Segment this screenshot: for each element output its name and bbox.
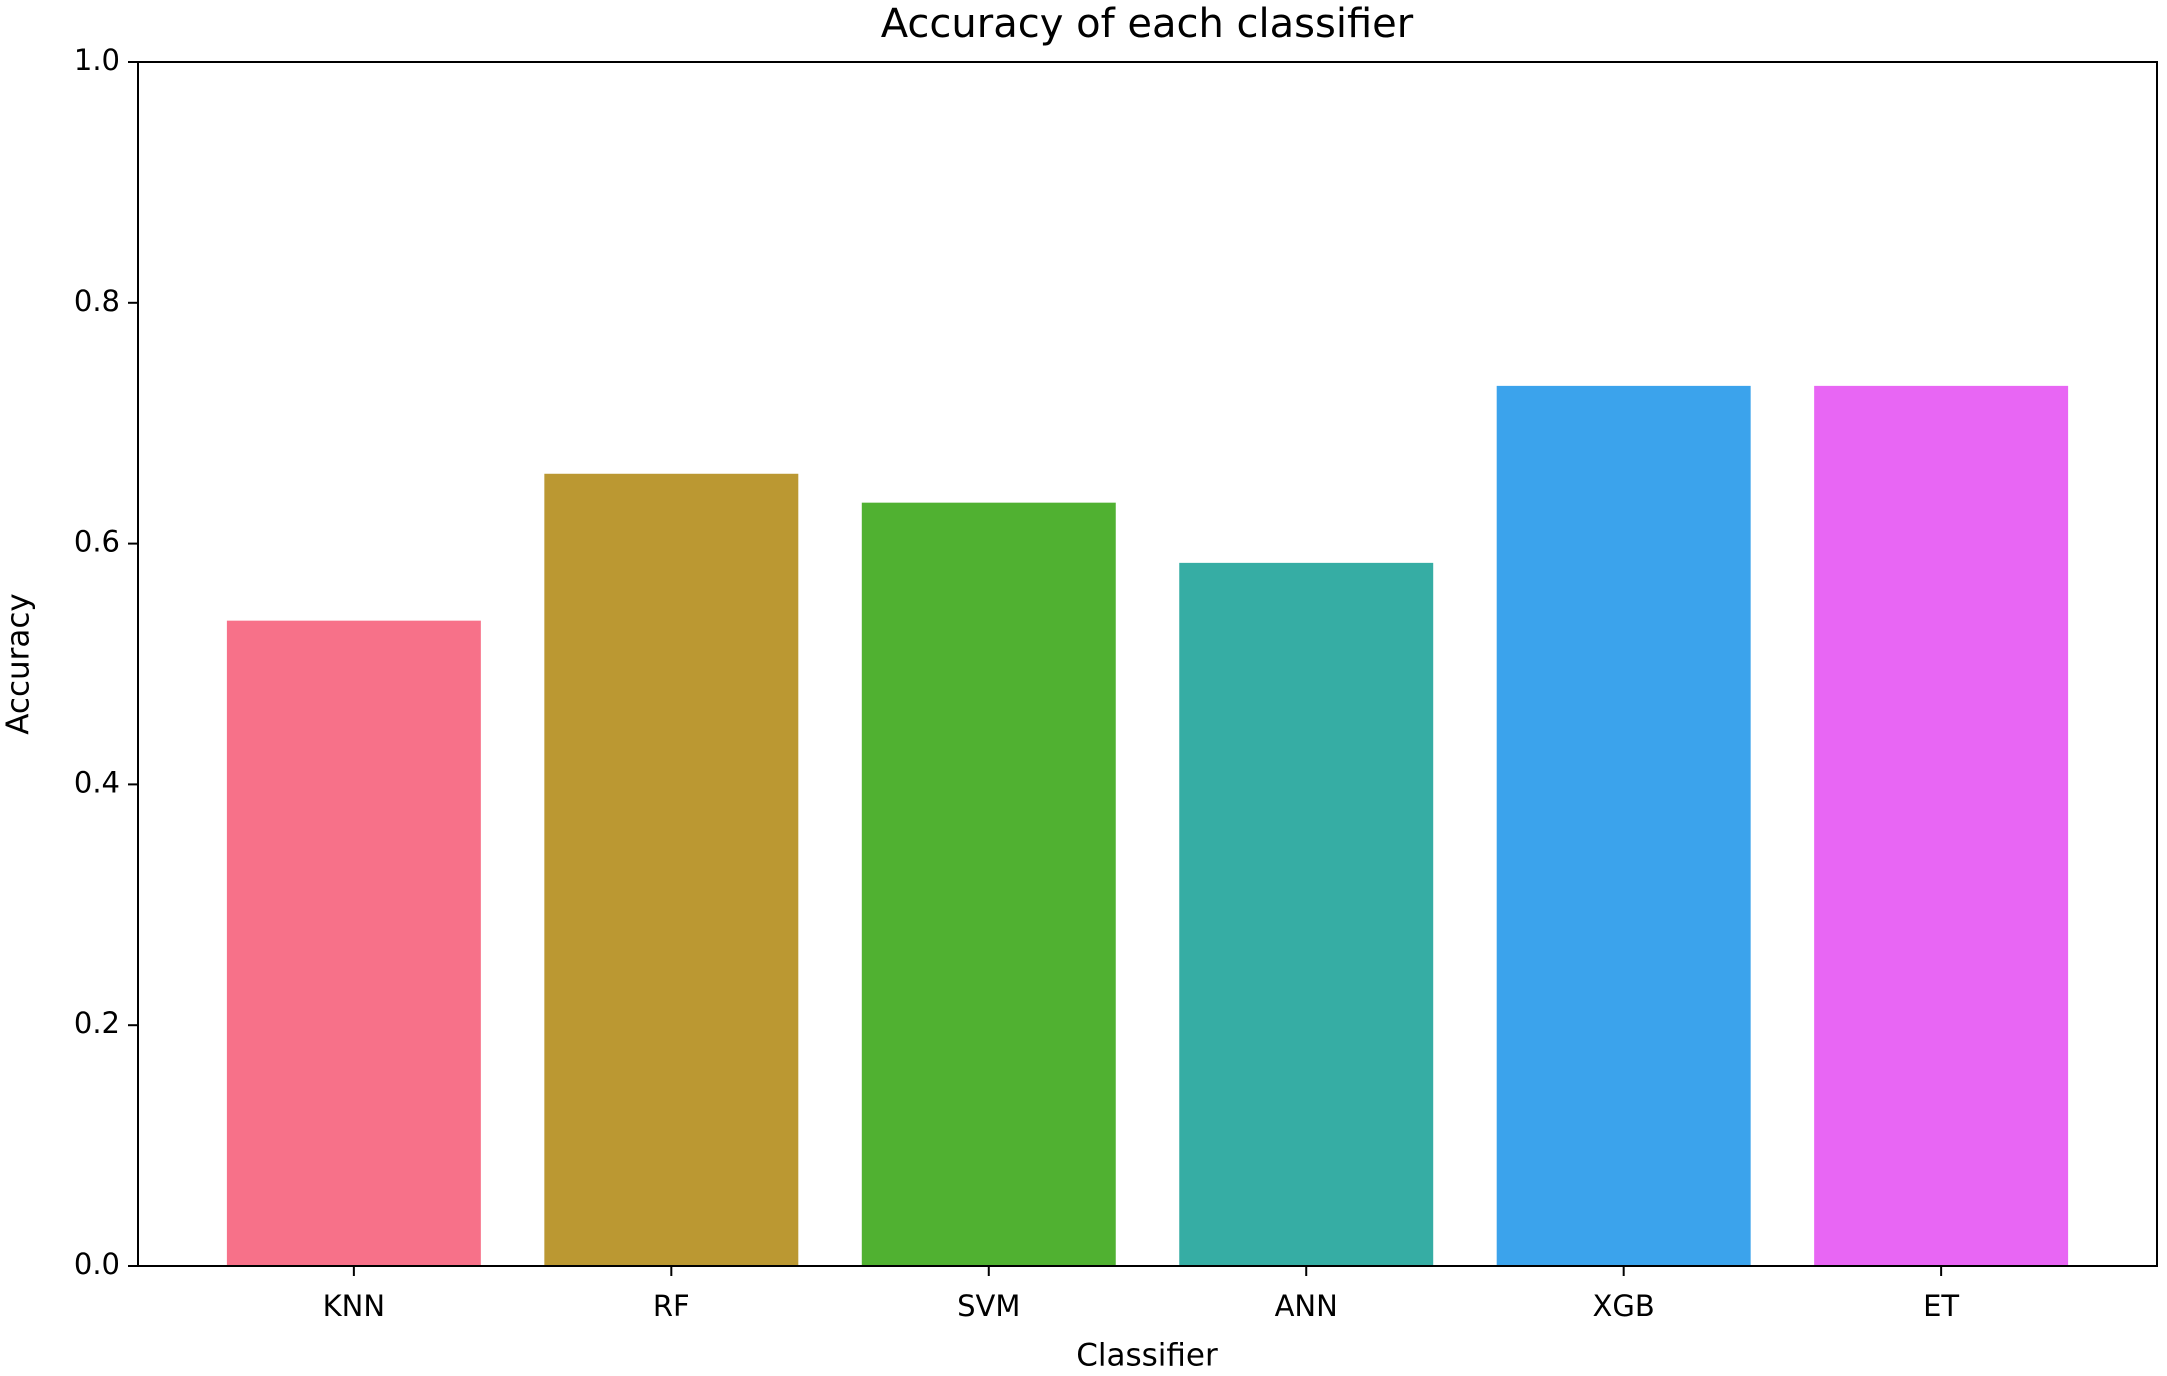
- y-tick-label: 0.6: [74, 525, 120, 559]
- bar: [544, 473, 799, 1266]
- bar: [861, 502, 1116, 1266]
- x-tick-label: XGB: [1593, 1289, 1655, 1323]
- x-tick-label: RF: [653, 1289, 690, 1323]
- bar: [1814, 385, 2069, 1267]
- bar: [1179, 562, 1434, 1266]
- y-tick-label: 0.8: [74, 284, 120, 318]
- y-tick-label: 1.0: [74, 43, 120, 77]
- y-axis-label: Accuracy: [1, 593, 37, 735]
- x-axis-label: Classifier: [1076, 1338, 1218, 1374]
- x-tick-label: ET: [1923, 1289, 1959, 1323]
- y-tick-label: 0.0: [74, 1247, 120, 1281]
- plot-frame: [137, 61, 2158, 1267]
- y-tick-label: 0.4: [74, 765, 120, 799]
- bar: [1496, 385, 1751, 1267]
- chart-title: Accuracy of each classifier: [881, 1, 1414, 47]
- x-tick-label: ANN: [1275, 1289, 1338, 1323]
- x-tick-label: SVM: [957, 1289, 1020, 1323]
- y-tick-label: 0.2: [74, 1006, 120, 1040]
- x-tick-label: KNN: [323, 1289, 385, 1323]
- bar: [226, 620, 481, 1266]
